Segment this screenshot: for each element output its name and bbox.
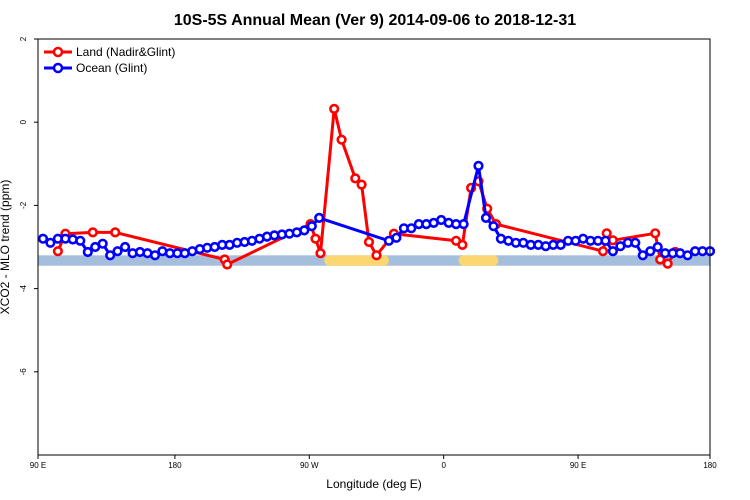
- y-tick-label-4: -6: [19, 368, 28, 376]
- data-point-0-11: [350, 173, 361, 184]
- data-point-1-60: [555, 239, 566, 250]
- data-point-1-49: [473, 160, 484, 171]
- data-point-0-5: [222, 259, 233, 270]
- data-point-1-10: [112, 246, 123, 257]
- y-tick-label-3: -4: [19, 284, 28, 292]
- data-point-1-70: [630, 237, 641, 248]
- data-point-1-8: [97, 238, 108, 249]
- data-point-1-5: [75, 235, 86, 246]
- data-point-1-48: [458, 219, 469, 230]
- x-tick-label-2: 90 W: [300, 461, 319, 470]
- y-axis: 2 0 -2 -4 -6: [19, 36, 38, 375]
- data-point-0-7: [310, 233, 321, 244]
- data-point-0-13: [363, 236, 375, 248]
- x-tick-label-4: 90 E: [570, 461, 586, 470]
- x-axis: 90 E 180 90 W 0 90 E 180: [30, 455, 717, 470]
- data-point-0-14: [371, 250, 382, 261]
- data-point-0-12: [356, 179, 367, 190]
- data-point-1-73: [652, 241, 663, 253]
- x-tick-label-0: 90 E: [30, 461, 46, 470]
- data-point-0-27: [662, 258, 673, 269]
- x-tick-label-5: 180: [703, 461, 717, 470]
- data-point-1-71: [637, 250, 648, 261]
- data-point-1-39: [391, 232, 402, 243]
- data-point-0-22: [597, 246, 609, 257]
- data-point-1-0: [37, 233, 49, 244]
- data-point-1-77: [682, 250, 693, 261]
- data-point-1-11: [119, 241, 131, 253]
- land-segment-1: [458, 255, 499, 266]
- data-point-0-2: [87, 227, 98, 238]
- data-point-1-9: [105, 250, 116, 261]
- data-point-1-67: [607, 246, 619, 257]
- legend-marker-land: [52, 46, 64, 58]
- data-point-1-6: [82, 246, 93, 258]
- x-tick-label-3: 0: [441, 461, 446, 470]
- data-point-0-10: [336, 134, 347, 145]
- data-point-1-15: [149, 250, 161, 261]
- data-point-1-50: [480, 212, 492, 223]
- data-point-0-25: [650, 228, 661, 239]
- data-point-1-37: [314, 212, 325, 223]
- data-point-0-26: [655, 254, 666, 265]
- y-tick-label-2: -2: [19, 201, 28, 209]
- data-point-0-0: [52, 246, 64, 257]
- chart-title: 10S-5S Annual Mean (Ver 9) 2014-09-06 to…: [174, 12, 576, 29]
- legend: Land (Nadir&Glint) Ocean (Glint): [44, 45, 175, 75]
- legend-label-ocean: Ocean (Glint): [76, 61, 147, 75]
- data-point-0-3: [110, 227, 121, 238]
- series-layer: [37, 103, 716, 270]
- data-point-0-9: [329, 103, 340, 114]
- data-point-0-17: [457, 239, 468, 250]
- data-point-1-51: [488, 221, 499, 232]
- plot-frame: [37, 38, 711, 456]
- legend-label-land: Land (Nadir&Glint): [76, 45, 175, 59]
- data-point-1-66: [600, 235, 611, 246]
- x-tick-label-1: 180: [168, 461, 182, 470]
- legend-marker-ocean: [52, 62, 64, 74]
- y-tick-label-0: 2: [19, 36, 28, 41]
- y-axis-label: XCO2 - MLO trend (ppm): [0, 180, 12, 315]
- data-point-1-41: [406, 223, 417, 234]
- data-point-1-35: [299, 225, 310, 236]
- data-point-1-36: [306, 221, 317, 232]
- data-point-1-72: [645, 246, 656, 257]
- x-axis-label: Longitude (deg E): [326, 477, 421, 491]
- y-tick-label-1: 0: [19, 119, 28, 124]
- data-point-1-1: [45, 237, 56, 248]
- data-point-0-8: [315, 248, 326, 259]
